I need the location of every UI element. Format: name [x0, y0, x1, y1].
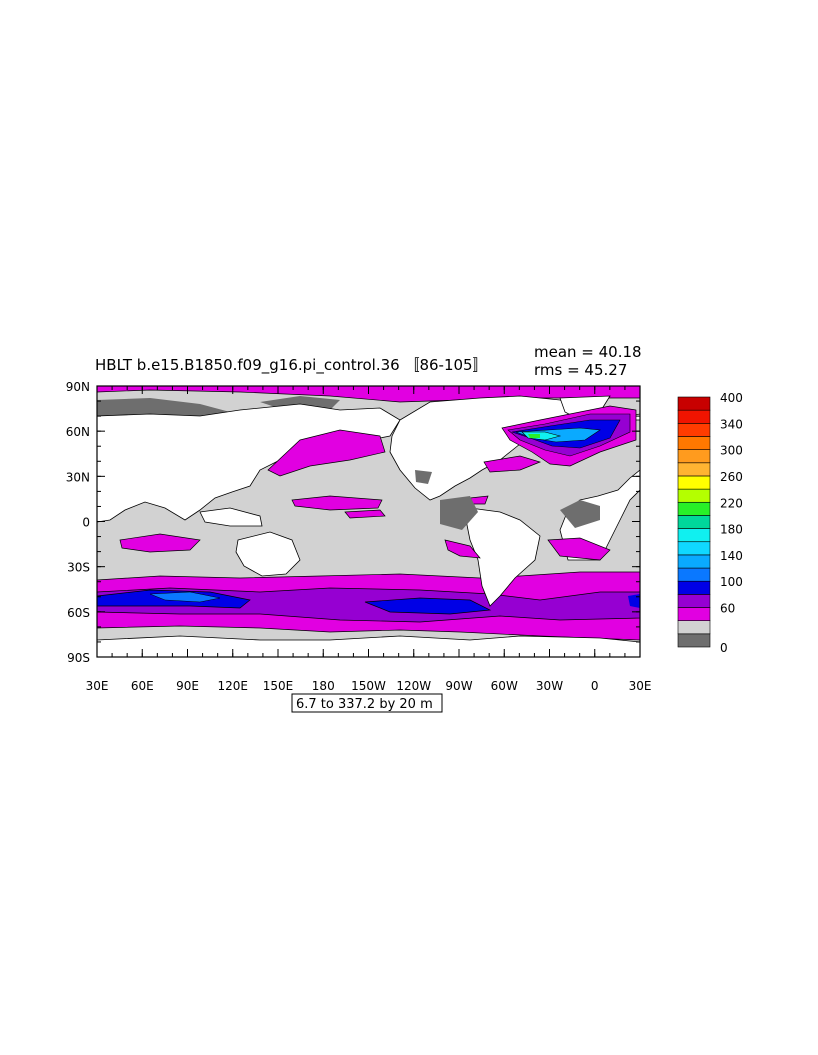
lat-label: 90N — [66, 380, 90, 394]
colorbar-swatch — [677, 462, 711, 477]
colorbar-swatch — [677, 554, 711, 569]
colorbar-swatch — [677, 580, 711, 595]
colorbar-swatch — [677, 436, 711, 450]
lon-label: 30E — [629, 679, 652, 693]
colorbar-label: 400 — [720, 391, 743, 405]
lat-label: 60S — [67, 606, 90, 620]
colorbar-label: 300 — [720, 444, 743, 458]
contour-info-box — [291, 693, 443, 713]
west-africa-shallow — [560, 500, 600, 528]
lon-label: 90W — [445, 679, 472, 693]
arctic-shallow-region — [97, 398, 230, 416]
colorbar-swatch — [677, 475, 711, 490]
lon-label: 90E — [176, 679, 199, 693]
lon-label: 120W — [396, 679, 431, 693]
lon-label: 150W — [351, 679, 386, 693]
colorbar-label: 0 — [720, 641, 728, 655]
colorbar-label: 180 — [720, 523, 743, 537]
land-indonesia — [199, 507, 263, 527]
tick-marks — [96, 385, 641, 658]
land-australia — [235, 531, 301, 577]
colorbar-label: 260 — [720, 470, 743, 484]
lat-label: 30N — [66, 470, 90, 484]
colorbar-label: 100 — [720, 575, 743, 589]
contour-info: 6.7 to 337.2 by 20 m — [296, 697, 433, 712]
colorbar-label: 140 — [720, 549, 743, 563]
lon-label: 120E — [218, 679, 249, 693]
south-pacific-patch — [444, 539, 481, 559]
lon-label: 60E — [131, 679, 154, 693]
lon-label: 30E — [86, 679, 109, 693]
na-fill-180-220 — [528, 434, 540, 438]
colorbar-swatch — [677, 501, 711, 516]
colorbar-label: 340 — [720, 417, 743, 431]
southern-ocean-band-100-120 — [149, 591, 221, 603]
colorbar-swatch — [677, 633, 711, 648]
colorbar-swatch — [677, 541, 711, 556]
colorbar-swatch — [677, 409, 711, 424]
rms-stat: rms = 45.27 — [534, 361, 627, 379]
east-pacific-shallow — [440, 496, 478, 530]
lat-label: 0 — [82, 516, 90, 530]
colorbar-swatch — [677, 620, 711, 635]
colorbar-swatch — [677, 449, 711, 464]
longitude-labels: 30E 60E 90E 120E 150E 180 150W 120W 90W 60W 30W 0 30… — [86, 679, 652, 693]
north-atlantic-patch — [483, 455, 542, 473]
mean-stat: mean = 40.18 — [534, 343, 642, 361]
lon-label: 0 — [591, 679, 599, 693]
colorbar-swatch — [677, 528, 711, 543]
colorbar-swatch — [677, 423, 711, 437]
indian-ocean-patch — [119, 533, 201, 553]
tropical-pacific-patch-1 — [291, 495, 383, 511]
southern-ocean-band-80-100-atl — [628, 594, 640, 608]
lat-label: 60N — [66, 425, 90, 439]
lon-label: 30W — [536, 679, 563, 693]
colorbar: 400 340 300 260 220 180 140 100 60 0 — [677, 391, 743, 655]
low-value-areas — [415, 470, 600, 530]
colorbar-swatch — [677, 594, 711, 608]
colorbar-label: 220 — [720, 496, 743, 510]
land-south-america — [465, 507, 541, 607]
colorbar-swatch — [677, 567, 711, 582]
lat-label: 90S — [67, 651, 90, 665]
southern-ocean-band-80-100-east — [364, 597, 492, 615]
colorbar-swatch — [677, 396, 711, 411]
lat-label: 30S — [67, 561, 90, 575]
lon-label: 150E — [263, 679, 294, 693]
lon-label: 60W — [491, 679, 518, 693]
colorbar-swatch — [677, 488, 711, 503]
lon-label: 180 — [312, 679, 335, 693]
colorbar-swatch — [677, 515, 711, 529]
colorbar-label: 60 — [720, 602, 735, 616]
gulf-shallow — [415, 470, 432, 484]
south-atlantic-patch — [547, 537, 611, 561]
north-atlantic-deep-mixing — [501, 405, 637, 467]
midlat-contour-fills — [119, 429, 611, 561]
colorbar-swatch — [677, 607, 711, 621]
plot-title: HBLT b.e15.B1850.f09_g16.pi_control.36 〚… — [95, 356, 488, 375]
global-map — [96, 385, 641, 658]
tropical-pacific-patch-2 — [344, 509, 386, 519]
latitude-labels: 90N 60N 30N 0 30S 60S 90S — [66, 380, 90, 665]
north-pacific-patch — [267, 429, 386, 477]
